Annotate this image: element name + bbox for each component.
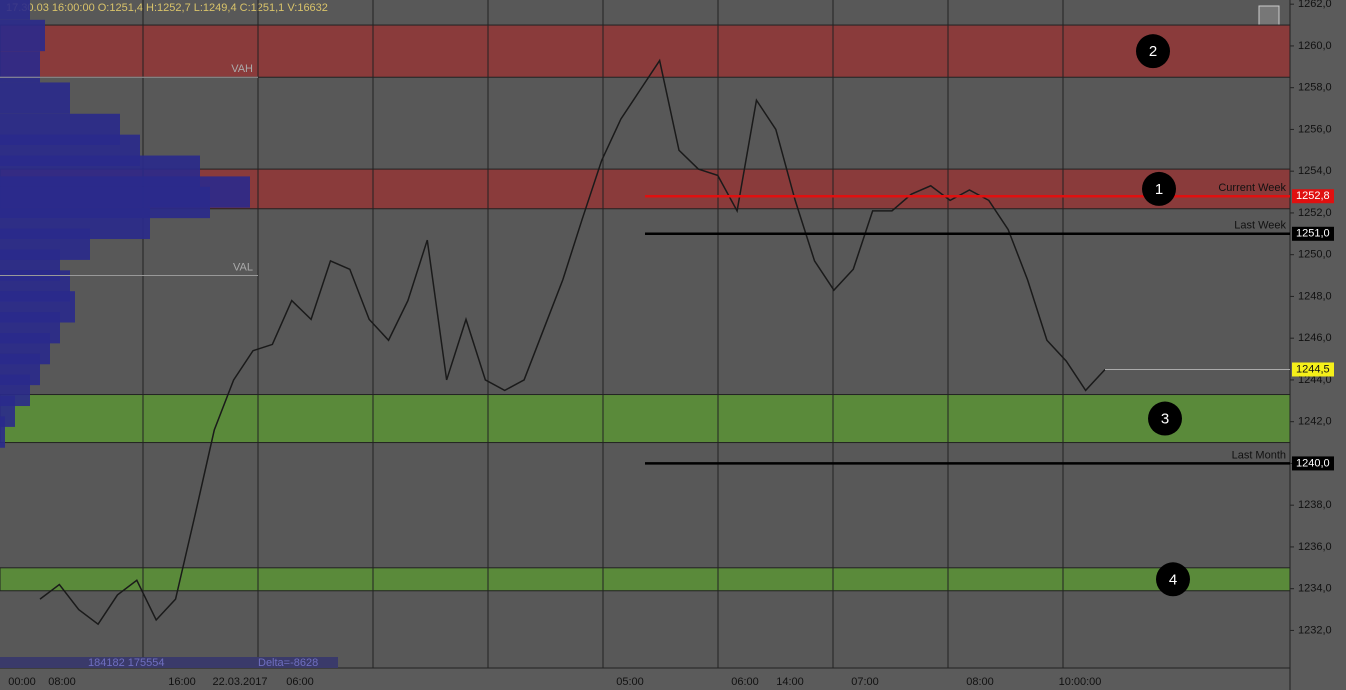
x-tick-label: 06:00	[731, 676, 759, 688]
zone	[0, 394, 1291, 444]
zone-marker-label: 3	[1161, 411, 1169, 428]
price-box-label: 1240,0	[1296, 457, 1330, 469]
price-box	[1292, 226, 1334, 241]
scroll-button[interactable]	[1258, 5, 1280, 27]
y-tick-label: 1256,0	[1298, 123, 1332, 135]
zone-marker-label: 1	[1155, 181, 1163, 198]
y-tick-label: 1254,0	[1298, 165, 1332, 177]
zone-marker-label: 4	[1169, 571, 1177, 588]
y-tick-label: 1248,0	[1298, 290, 1332, 302]
y-tick-label: 1262,0	[1298, 0, 1332, 10]
x-tick-label: 00:00	[8, 676, 36, 688]
profile-bar	[0, 82, 70, 114]
delta-box	[0, 657, 338, 668]
x-tick-label: 22.03.2017	[212, 676, 267, 688]
zone-marker	[1156, 562, 1190, 597]
value-area-label: VAL	[233, 261, 253, 273]
price-line	[39, 58, 1106, 626]
price-box-label: 1251,0	[1296, 228, 1330, 240]
x-tick-label: 05:00	[616, 676, 644, 688]
x-tick-label: 06:00	[286, 676, 314, 688]
y-tick-label: 1246,0	[1298, 332, 1332, 344]
profile-bar	[0, 51, 40, 83]
value-area-label: VAH	[231, 63, 253, 75]
level-name: Last Week	[1234, 220, 1286, 232]
x-tick-label: 07:00	[851, 676, 879, 688]
x-tick-label: 10:00:00	[1059, 676, 1102, 688]
zone-marker-label: 2	[1149, 43, 1157, 60]
y-tick-label: 1238,0	[1298, 499, 1332, 511]
y-tick-label: 1232,0	[1298, 624, 1332, 636]
profile-bar	[0, 416, 5, 448]
plot-area	[0, 0, 1290, 668]
level-name: Current Week	[1218, 182, 1286, 194]
zone-marker	[1148, 401, 1182, 436]
zone-marker	[1142, 171, 1176, 206]
price-box	[1292, 189, 1334, 204]
y-tick-label: 1244,0	[1298, 374, 1332, 386]
zone-marker	[1136, 34, 1170, 69]
y-tick-label: 1234,0	[1298, 583, 1332, 595]
price-box-label: 1244,5	[1296, 363, 1330, 375]
y-tick-label: 1242,0	[1298, 416, 1332, 428]
x-tick-label: 16:00	[168, 676, 196, 688]
price-box	[1292, 456, 1334, 471]
y-tick-label: 1258,0	[1298, 82, 1332, 94]
profile-bar	[0, 19, 45, 52]
y-tick-label: 1236,0	[1298, 541, 1332, 553]
x-tick-label: 08:00	[48, 676, 76, 688]
header: 17.30.03 16:00:00 O:1251,4 H:1252,7 L:12…	[6, 2, 328, 14]
profile-bar	[0, 0, 30, 20]
y-tick-label: 1260,0	[1298, 40, 1332, 52]
price-box-label: 1252,8	[1296, 190, 1330, 202]
price-box	[1292, 362, 1334, 377]
zone	[0, 567, 1291, 592]
y-tick-label: 1250,0	[1298, 249, 1332, 261]
y-tick-label: 1252,0	[1298, 207, 1332, 219]
delta-text: Delta=-8628	[258, 657, 318, 669]
level-name: Last Month	[1232, 449, 1286, 461]
zone	[0, 24, 1291, 78]
x-tick-label: 14:00	[776, 676, 804, 688]
x-tick-label: 08:00	[966, 676, 994, 688]
delta-text: 184182 175554	[88, 657, 164, 669]
